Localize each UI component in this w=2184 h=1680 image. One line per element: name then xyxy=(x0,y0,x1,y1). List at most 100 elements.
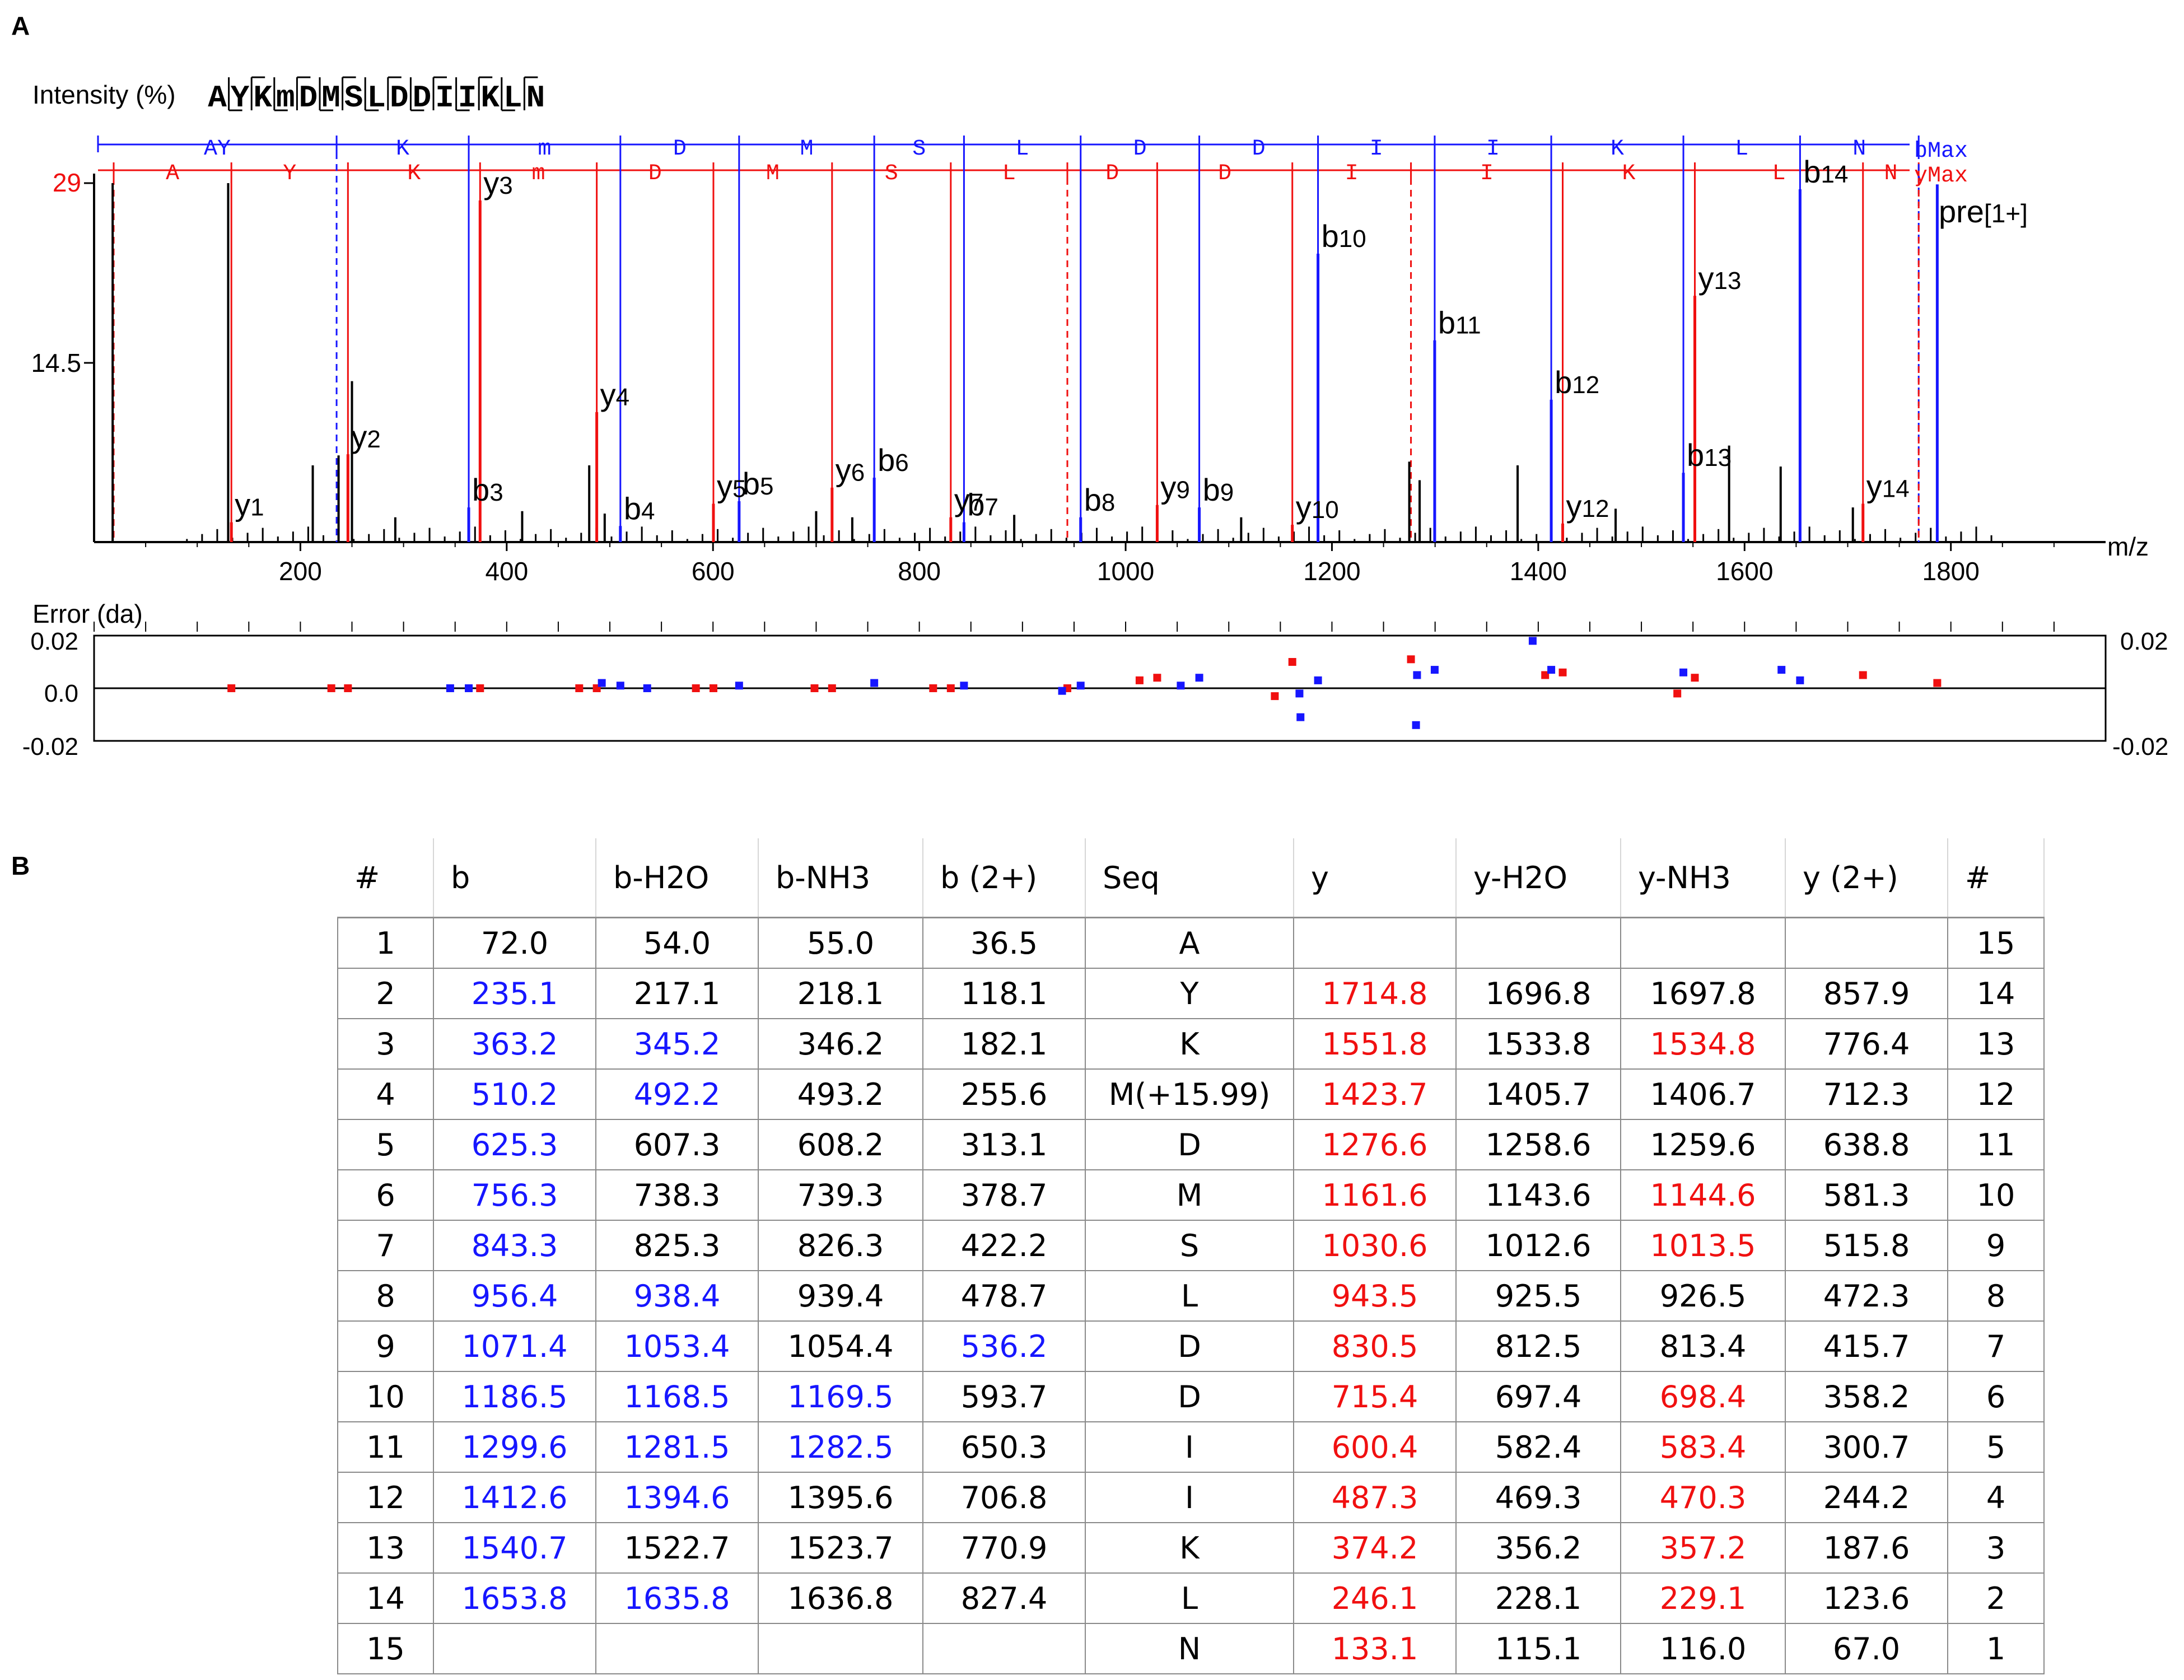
table-cell: 1406.7 xyxy=(1620,1068,1786,1120)
table-cell: 600.4 xyxy=(1293,1421,1457,1473)
table-cell: 12 xyxy=(337,1472,434,1523)
b-ladder-residue: N xyxy=(1852,137,1866,162)
b-ion-label-ion: b xyxy=(624,491,641,526)
table-cell xyxy=(1620,917,1786,969)
error-point xyxy=(1528,637,1537,645)
b-ion-label: b11 xyxy=(1438,305,1481,340)
table-cell: 1551.8 xyxy=(1293,1018,1457,1070)
precursor-annotation: pre[1+] xyxy=(1939,194,2028,229)
precursor-charge: [1+] xyxy=(1984,199,2028,228)
y-ladder-residue: I xyxy=(1480,161,1494,186)
table-cell: 1012.6 xyxy=(1455,1220,1621,1271)
b-ion-label: b8 xyxy=(1084,482,1116,517)
y-ion-label-index: 3 xyxy=(499,172,512,199)
y-ion-label-ion: y xyxy=(954,482,970,517)
table-cell: 9 xyxy=(337,1320,434,1372)
table-cell: 925.5 xyxy=(1455,1270,1621,1322)
table-cell: 356.2 xyxy=(1455,1522,1621,1574)
y-ion-label-ion: y xyxy=(235,487,250,522)
b-ladder-residue: D xyxy=(1252,137,1266,162)
y-ion-label: y10 xyxy=(1296,489,1339,525)
table-cell: 6 xyxy=(1947,1371,2045,1422)
y-ion-label-ion: y xyxy=(600,377,616,412)
error-point xyxy=(1195,674,1203,682)
table-cell: 843.3 xyxy=(433,1220,596,1271)
b-ladder-residue: m xyxy=(538,137,551,162)
table-cell xyxy=(758,1623,923,1674)
fragment-table: # b b-H2O b-NH3 b (2+) Seq y y-H2O y-NH3 y (2+) # … xyxy=(337,838,2045,1674)
table-cell: 15 xyxy=(337,1623,434,1674)
sequence-letter: L xyxy=(367,80,386,116)
sequence-letter: A xyxy=(208,80,227,116)
table-cell: 470.3 xyxy=(1620,1472,1786,1523)
table-cell: 825.3 xyxy=(595,1220,759,1271)
table-cell: 1071.4 xyxy=(433,1320,596,1372)
table-cell: 374.2 xyxy=(1293,1522,1457,1574)
y-ion-label: y9 xyxy=(1160,470,1189,505)
error-point xyxy=(1296,713,1305,721)
b-ion-label-index: 11 xyxy=(1455,312,1481,339)
table-cell: 6 xyxy=(337,1169,434,1221)
error-point xyxy=(227,684,236,692)
error-point xyxy=(709,684,717,692)
table-cell: 1540.7 xyxy=(433,1522,596,1574)
b-ion-label: b9 xyxy=(1203,472,1234,507)
sequence-letter: Y xyxy=(231,80,250,116)
b-ion-label: b13 xyxy=(1687,437,1732,473)
sequence-letter: D xyxy=(299,80,318,116)
b-ion-label-index: 4 xyxy=(641,497,655,525)
x-tick-label: 1000 xyxy=(1097,557,1154,586)
table-cell: 812.5 xyxy=(1455,1320,1621,1372)
table-cell: 1533.8 xyxy=(1455,1018,1621,1070)
b-ion-label: b7 xyxy=(967,487,998,522)
table-row: 6 756.3 738.3 739.3 378.7 M 1161.6 1143.6 1144.6… xyxy=(337,1169,2045,1221)
table-cell: 469.3 xyxy=(1455,1472,1621,1523)
svg-text:pre[1+]: pre[1+] xyxy=(1939,194,2028,229)
error-tick-left-top: 0.02 xyxy=(30,628,78,655)
error-point xyxy=(1796,676,1804,684)
b-ion-label-ion: b xyxy=(743,466,760,501)
b-ion-label-index: 10 xyxy=(1339,225,1366,253)
x-ticks: 200 400 600 800 1000 1200 1400 1600 1800 xyxy=(145,542,2055,586)
table-cell: 4 xyxy=(1947,1472,2045,1523)
error-point xyxy=(735,682,743,690)
sequence-letter: I xyxy=(435,80,454,116)
table-cell: 1635.8 xyxy=(595,1572,759,1624)
table-cell: 363.2 xyxy=(433,1018,596,1070)
table-cell: 738.3 xyxy=(595,1169,759,1221)
b-ion-label-index: 14 xyxy=(1821,161,1849,188)
table-cell: 313.1 xyxy=(922,1119,1086,1170)
b-ion-label-ion: b xyxy=(1555,365,1572,400)
x-tick-label: 1800 xyxy=(1922,557,1980,586)
error-point xyxy=(946,684,955,692)
error-point xyxy=(1271,692,1279,701)
table-cell: 582.4 xyxy=(1455,1421,1621,1473)
y-ion-label: y5 xyxy=(717,468,746,503)
column-header: b-H2O xyxy=(596,838,759,918)
column-header: y-NH3 xyxy=(1621,838,1786,918)
table-cell: 72.0 xyxy=(433,917,596,969)
table-cell: 1423.7 xyxy=(1293,1068,1457,1120)
fragment-table-wrapper: # b b-H2O b-NH3 b (2+) Seq y y-H2O y-NH3 y (2+) # … xyxy=(337,838,2045,1674)
y-axis-title: Intensity (%) xyxy=(32,80,176,109)
table-cell: 697.4 xyxy=(1455,1371,1621,1422)
error-point xyxy=(575,684,584,692)
error-point xyxy=(1135,676,1144,684)
table-cell: 3 xyxy=(1947,1522,2045,1574)
sequence-letter: L xyxy=(503,80,522,116)
table-cell: 1013.5 xyxy=(1620,1220,1786,1271)
table-cell: 1522.7 xyxy=(595,1522,759,1574)
table-cell: 813.4 xyxy=(1620,1320,1786,1372)
error-point xyxy=(1288,658,1296,666)
table-cell: 7 xyxy=(1947,1320,2045,1372)
y-ion-label-ion: y xyxy=(483,165,499,200)
error-point xyxy=(810,684,819,692)
y-ladder-residue: K xyxy=(1622,161,1636,186)
error-point xyxy=(327,684,335,692)
y-ladder-residue: S xyxy=(885,161,898,186)
table-cell: 1696.8 xyxy=(1455,968,1621,1019)
error-point xyxy=(643,684,651,692)
error-point xyxy=(1295,689,1304,698)
table-cell: 8 xyxy=(337,1270,434,1322)
